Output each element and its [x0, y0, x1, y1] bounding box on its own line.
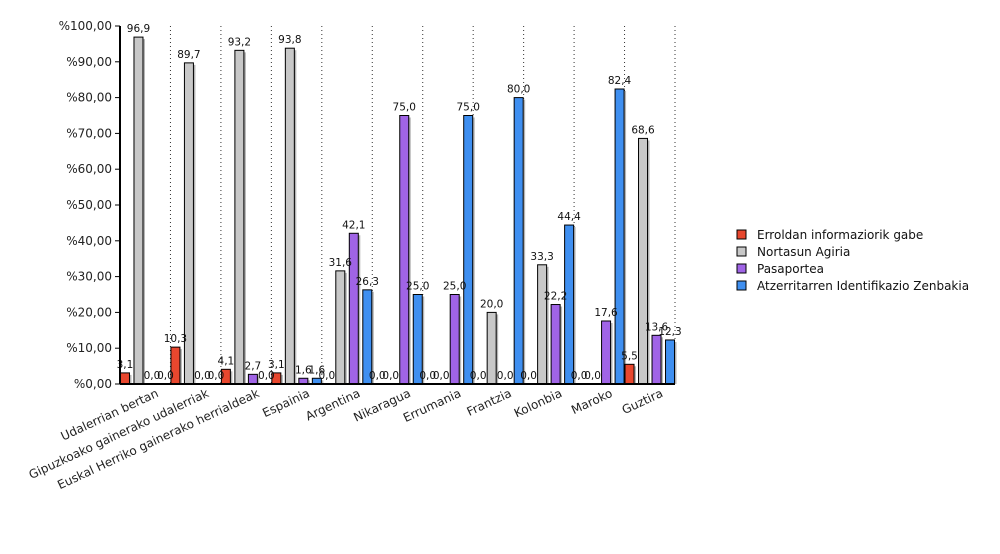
- data-label: 31,6: [329, 257, 353, 269]
- data-label: 10,3: [164, 333, 187, 345]
- bar: [119, 372, 130, 385]
- legend-swatch: [736, 246, 747, 257]
- data-label: 89,7: [177, 49, 200, 61]
- x-tick-label: Espainia: [260, 386, 312, 420]
- data-label: 26,3: [356, 276, 379, 288]
- bar: [335, 270, 346, 385]
- y-tick-label: %20,00: [66, 305, 112, 319]
- axes: [119, 26, 675, 385]
- y-tick-label: %40,00: [66, 234, 112, 248]
- data-label: 1,6: [308, 364, 325, 376]
- bar: [614, 88, 625, 385]
- data-label: 0,0: [157, 370, 174, 382]
- data-label: 0,0: [584, 370, 601, 382]
- data-label: 96,9: [127, 23, 150, 35]
- data-label: 42,1: [342, 219, 365, 231]
- data-label: 44,4: [557, 211, 581, 223]
- data-label: 12,3: [658, 326, 681, 338]
- data-label: 93,8: [278, 34, 301, 46]
- y-tick-label: %60,00: [66, 162, 112, 176]
- data-label: 0,0: [318, 370, 335, 382]
- bar: [601, 320, 612, 385]
- bar: [665, 339, 676, 385]
- y-tick-label: %80,00: [66, 91, 112, 105]
- bar: [550, 304, 561, 385]
- y-tick-label: %50,00: [66, 198, 112, 212]
- data-label: 93,2: [228, 36, 251, 48]
- data-label: 3,1: [268, 359, 285, 371]
- data-label: 22,2: [544, 291, 567, 303]
- y-tick-label: %10,00: [66, 341, 112, 355]
- data-labels: 3,196,90,00,010,389,70,00,04,193,22,70,0…: [117, 23, 682, 382]
- data-label: 75,0: [393, 102, 416, 114]
- data-label: 5,5: [621, 350, 638, 362]
- bar: [284, 47, 295, 385]
- legend-label: Atzerritarren Identifikazio Zenbakia: [757, 279, 969, 293]
- y-tick-label: %90,00: [66, 55, 112, 69]
- data-label: 1,6: [295, 364, 312, 376]
- data-label: 0,0: [208, 370, 225, 382]
- bar: [624, 363, 635, 385]
- data-label: 25,0: [443, 281, 466, 293]
- data-label: 0,0: [144, 370, 161, 382]
- data-label: 80,0: [507, 84, 530, 96]
- data-label: 68,6: [631, 124, 655, 136]
- data-label: 0,0: [520, 370, 537, 382]
- bar: [638, 137, 649, 385]
- data-label: 0,0: [433, 370, 450, 382]
- data-label: 13,6: [645, 321, 669, 333]
- legend-swatch: [736, 280, 747, 291]
- x-tick-label: Maroko: [569, 386, 614, 417]
- data-label: 75,0: [457, 102, 480, 114]
- x-tick-label: Errumania: [401, 386, 463, 425]
- data-label: 2,7: [245, 360, 262, 372]
- x-tick-label: Kolonbia: [512, 386, 564, 420]
- legend: Erroldan informaziorik gabe Nortasun Agir…: [736, 228, 969, 293]
- data-label: 33,3: [530, 251, 553, 263]
- bar: [513, 97, 524, 385]
- data-label: 82,4: [608, 75, 632, 87]
- data-label: 0,0: [382, 370, 399, 382]
- data-label: 25,0: [406, 281, 429, 293]
- legend-swatch: [736, 263, 747, 274]
- x-tick-label: Frantzia: [465, 386, 514, 419]
- bar: [564, 224, 575, 385]
- y-tick-label: %0,00: [74, 377, 112, 391]
- legend-label: Nortasun Agiria: [757, 245, 850, 259]
- y-axis-ticks: %0,00 %10,00 %20,00 %30,00 %40,00 %50,00 %60,0…: [59, 19, 120, 391]
- x-tick-label: Guztira: [620, 386, 665, 417]
- legend-label: Pasaportea: [757, 262, 824, 276]
- bar: [399, 115, 410, 385]
- data-label: 0,0: [369, 370, 386, 382]
- legend-label: Erroldan informaziorik gabe: [757, 228, 923, 242]
- data-label: 0,0: [419, 370, 436, 382]
- bar: [247, 373, 258, 385]
- y-tick-label: %100,00: [59, 19, 112, 33]
- legend-swatch: [736, 229, 747, 240]
- bar: [463, 115, 474, 385]
- bar: [133, 36, 144, 385]
- data-label: 4,1: [218, 355, 235, 367]
- data-label: 0,0: [497, 370, 514, 382]
- data-label: 0,0: [571, 370, 588, 382]
- bar: [651, 334, 662, 385]
- data-label: 0,0: [470, 370, 487, 382]
- bar: [449, 294, 460, 385]
- bar: [234, 49, 245, 385]
- y-tick-label: %70,00: [66, 126, 112, 140]
- bar: [537, 264, 548, 385]
- bar: [486, 311, 497, 385]
- data-label: 0,0: [258, 370, 275, 382]
- bars: [119, 36, 677, 385]
- data-label: 17,6: [594, 307, 618, 319]
- x-tick-label: Euskal Herriko gainerako herrialdeak: [55, 386, 261, 492]
- data-label: 0,0: [194, 370, 211, 382]
- y-tick-label: %30,00: [66, 270, 112, 284]
- data-label: 20,0: [480, 298, 503, 310]
